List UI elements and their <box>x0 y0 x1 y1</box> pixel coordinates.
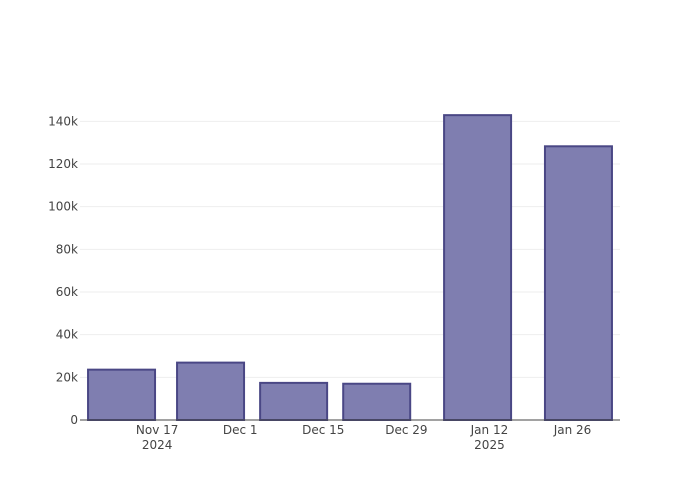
bar <box>259 381 329 422</box>
x-tick-label: Nov 17 2024 <box>136 423 179 452</box>
x-tick-label-line: 2025 <box>474 438 505 452</box>
y-tick-label: 80k <box>56 242 78 256</box>
y-tick-label: 120k <box>48 157 78 171</box>
y-tick-label: 20k <box>56 370 78 384</box>
y-tick-label: 40k <box>56 328 78 342</box>
x-tick-label: Dec 29 <box>385 423 427 437</box>
y-tick-label: 140k <box>48 114 78 128</box>
bar <box>342 382 412 422</box>
x-tick-label: Jan 26 <box>553 423 592 437</box>
bar <box>176 361 246 422</box>
bar <box>443 114 513 421</box>
x-tick-label-line: 2024 <box>142 438 173 452</box>
x-tick-label-line: Jan 12 <box>470 423 509 437</box>
x-tick-label-line: Dec 29 <box>385 423 427 437</box>
x-tick-label: Dec 1 <box>223 423 258 437</box>
x-tick-label-line: Dec 1 <box>223 423 258 437</box>
y-tick-label: 60k <box>56 285 78 299</box>
x-tick-label-line: Nov 17 <box>136 423 179 437</box>
x-tick-label-line: Dec 15 <box>302 423 344 437</box>
x-tick-label-line: Jan 26 <box>553 423 592 437</box>
bar <box>87 368 157 421</box>
bar <box>543 145 613 421</box>
y-tick-label: 100k <box>48 200 78 214</box>
x-tick-label: Jan 12 2025 <box>470 423 509 452</box>
x-tick-label: Dec 15 <box>302 423 344 437</box>
y-tick-label: 0 <box>70 413 78 427</box>
